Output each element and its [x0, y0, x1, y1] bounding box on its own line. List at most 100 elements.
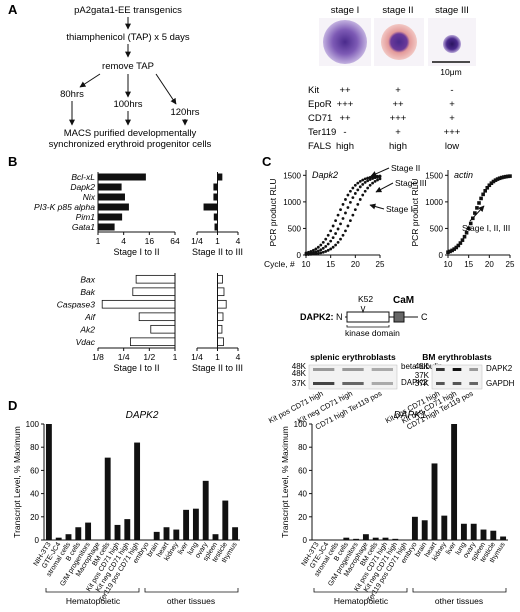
curve-point [351, 186, 355, 190]
marker-value: ++ [339, 113, 351, 124]
marker-value: + [449, 113, 455, 124]
curve-point [371, 177, 374, 180]
bar [392, 538, 399, 540]
gene-label: PI3-K p85 alpha [34, 202, 95, 212]
blot-band [313, 368, 335, 371]
curve-point [331, 236, 335, 240]
curve-point [336, 227, 340, 231]
curve-point [378, 177, 382, 181]
marker-value: +++ [390, 113, 407, 124]
band-label: DAPK2 [486, 364, 513, 373]
bar [217, 299, 227, 309]
bar [45, 424, 52, 540]
bar [192, 508, 199, 540]
marker-table: Kit ++ + -EpoR +++ ++ +CD71 ++ +++ +Ter119- + +++FA… [308, 85, 461, 152]
curve-point [312, 252, 315, 256]
curve-point [477, 201, 481, 205]
marker-value: + [449, 99, 455, 110]
bar-chart-dapk1: 0 20 40 60 80 100 Transcript Level, % Maximum D… [280, 410, 508, 606]
molecular-weight-label: 48K [415, 362, 430, 371]
bar [97, 223, 115, 231]
curve-point [326, 233, 330, 237]
flow-step-transgenics: pA2gata1-EE transgenics [74, 5, 182, 16]
flow-time-120: 120hrs [170, 107, 199, 118]
curve-point [493, 178, 498, 182]
gene-label: Aif [84, 312, 97, 322]
blot-band [452, 368, 462, 371]
molecular-weight-label: 48K [292, 362, 307, 371]
x-tick-label: 15 [326, 260, 335, 269]
blot-band [371, 382, 393, 385]
curve-point [475, 206, 479, 210]
bar [353, 538, 360, 540]
group-bracket [412, 588, 507, 593]
marker-name: Kit [308, 85, 319, 96]
y-tick-label: 0 [303, 536, 308, 545]
bar [222, 500, 229, 540]
bar [421, 520, 428, 540]
bar [217, 173, 223, 181]
bar-chart-dapk2: 0 20 40 60 80 100 Transcript Level, % Maximum D… [12, 410, 240, 606]
bar [97, 183, 122, 191]
curve-point [358, 179, 362, 183]
group-label-other: other tissues [167, 596, 215, 606]
marker-value: ++ [339, 85, 351, 96]
marker-value: - [450, 85, 453, 96]
curve-point [326, 248, 330, 252]
stage-arrow [375, 182, 394, 193]
y-tick-label: 40 [30, 490, 39, 499]
marker-value: - [343, 127, 346, 138]
blot-title: splenic erythroblasts [310, 352, 396, 362]
bar [217, 274, 223, 284]
x-tick-label: 16 [145, 236, 155, 246]
blot-band [436, 368, 445, 371]
y-tick-label: 500 [430, 224, 444, 233]
stage-1-title: stage I [331, 5, 360, 16]
molecular-weight-label: 48K [292, 369, 307, 378]
x-tick-label: 20 [351, 260, 360, 269]
y-tick-label: 60 [298, 466, 307, 475]
flow-step-macs-1: MACS purified developmentally [64, 128, 197, 139]
y-axis-title: PCR product RLU [410, 178, 420, 246]
curve-point [361, 178, 365, 182]
bar [470, 523, 477, 540]
curve-point [452, 247, 456, 251]
chart-bottom-stage-1-to-2: Bax Bak Caspase3 Aif Ak2 Vdac 1/8 1/4 1/2 1 Stage … [57, 273, 178, 373]
gene-label: Pim1 [76, 212, 96, 222]
curve-point [349, 200, 352, 204]
curve-point [464, 230, 469, 235]
curve-point [356, 188, 360, 192]
x-tick-label: 1 [215, 352, 220, 362]
bar [362, 534, 369, 540]
curve-point [334, 219, 337, 223]
curve-point [307, 253, 310, 256]
curve-point [349, 219, 352, 223]
curve-point [319, 248, 323, 252]
curve-point [371, 181, 374, 185]
marker-name: EpoR [308, 99, 332, 110]
bar [202, 480, 209, 540]
marker-value: +++ [444, 127, 461, 138]
curve-point [495, 177, 500, 181]
curve-point [361, 182, 365, 186]
curve-point [363, 180, 367, 184]
curve-point [353, 192, 357, 195]
bar [411, 516, 418, 540]
cell-micrographs [319, 18, 476, 66]
panel-d-letter: D [8, 398, 17, 413]
curve-point [339, 208, 342, 212]
bar [124, 519, 131, 540]
y-tick-label: 80 [298, 443, 307, 452]
flow-time-80: 80hrs [60, 89, 84, 100]
x-tick-label: 1/8 [92, 352, 104, 362]
bar [213, 193, 218, 201]
curve-point [309, 252, 313, 256]
bar [173, 529, 180, 540]
bar [217, 312, 224, 322]
x-tick-label: 1/4 [191, 236, 203, 246]
curve-point [448, 249, 452, 254]
gene-label: Gata1 [72, 222, 95, 232]
bar [104, 457, 111, 540]
marker-name: Ter119 [308, 127, 336, 138]
